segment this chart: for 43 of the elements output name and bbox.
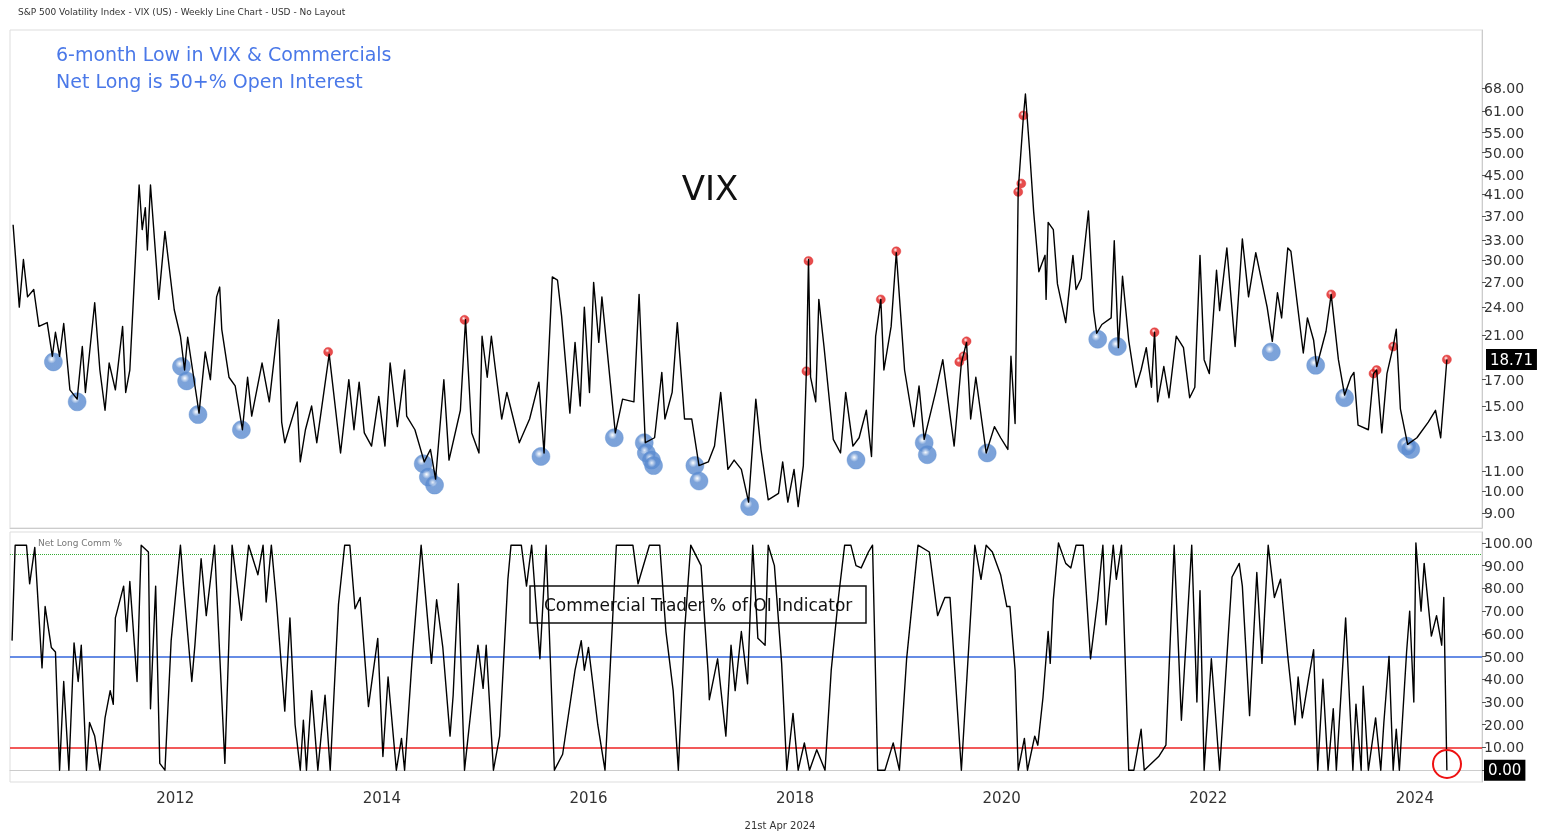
y-tick-label: 50.00 [1484,648,1525,665]
text: 18.71 [1490,350,1533,369]
y-tick-label: 41.00 [1484,186,1525,203]
y-tick-label: 100.00 [1484,534,1533,551]
x-tick-label: 2024 [1395,788,1434,807]
x-tick-label: 2012 [156,788,195,807]
y-tick-label: 33.00 [1484,232,1525,249]
annotation: Net Long Comm % [38,538,123,548]
y-tick-label: 27.00 [1484,274,1525,291]
y-tick-label: 0.00 [1488,761,1522,780]
y-tick-label: 55.00 [1484,124,1525,141]
y-tick-label: 30.00 [1484,252,1525,269]
y-tick-label: 11.00 [1484,463,1525,480]
y-tick-label: 17.00 [1484,371,1525,388]
text: 21st Apr 2024 [744,819,816,831]
x-tick-label: 2022 [1189,788,1228,807]
y-tick-label: 80.00 [1484,580,1525,597]
y-tick-label: 40.00 [1484,671,1525,688]
x-tick-label: 2020 [982,788,1021,807]
x-tick-label: 2014 [362,788,401,807]
y-tick-label: 37.00 [1484,208,1525,225]
y-tick-label: 10.00 [1484,739,1525,756]
y-tick-label: 15.00 [1484,398,1525,415]
text: 6-month Low in VIX & Commercials [56,42,392,65]
y-tick-label: 30.00 [1484,694,1525,710]
y-tick-label: 61.00 [1484,102,1525,119]
y-tick-label: 45.00 [1484,166,1525,183]
x-tick-label: 2016 [569,788,608,807]
y-tick-label: 70.00 [1484,603,1525,620]
x-tick-label: 2018 [775,788,815,807]
y-tick-label: 13.00 [1484,428,1525,445]
y-tick-label: 90.00 [1484,557,1525,574]
y-tick-label: 24.00 [1484,299,1525,316]
y-tick-label: 21.00 [1484,327,1525,344]
y-tick-label: 50.00 [1484,144,1525,161]
y-tick-label: 10.00 [1484,483,1525,500]
y-tick-label: 60.00 [1484,625,1525,642]
text: S&P 500 Volatility Index - VIX (US) - Weekly Line Chart - USD - No Layout [18,7,346,17]
text: Net Long is 50+% Open Interest [56,69,363,92]
y-tick-label: 20.00 [1484,716,1525,733]
annotation: VIX [681,168,739,208]
y-tick-label: 68.00 [1484,80,1525,97]
y-tick-label: 9.00 [1484,505,1516,522]
